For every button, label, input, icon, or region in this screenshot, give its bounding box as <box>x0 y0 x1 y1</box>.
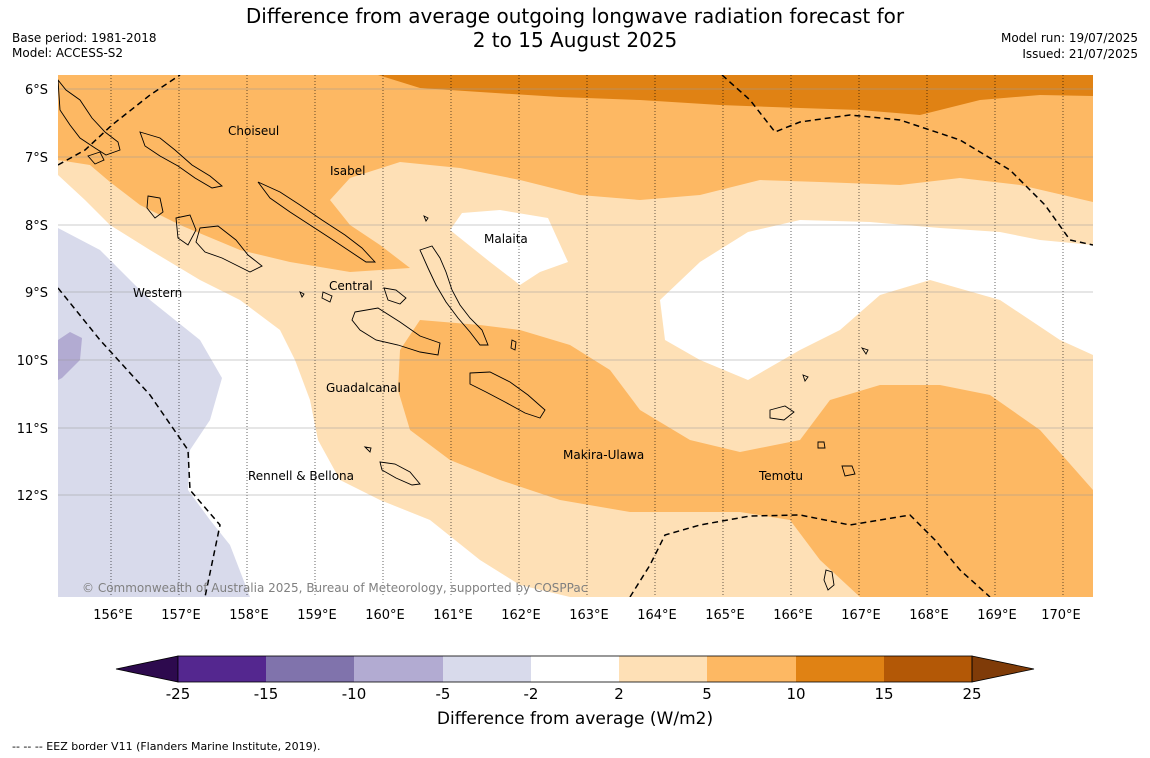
colorbar-tick: 25 <box>962 685 981 703</box>
lat-tick: 6°S <box>25 83 48 98</box>
colorbar-tick: -5 <box>436 685 451 703</box>
lon-tick: 166°E <box>773 608 813 623</box>
colorbar-segment <box>884 656 972 682</box>
colorbar-segment <box>707 656 796 682</box>
lon-tick: 157°E <box>161 608 201 623</box>
region-label-central: Central <box>329 279 373 293</box>
colorbar-extend-high <box>971 655 1035 683</box>
colorbar-segment <box>178 656 266 682</box>
colorbar-tick: 5 <box>702 685 712 703</box>
anomaly-neutral-malaita <box>450 210 568 285</box>
lat-tick: 11°S <box>17 422 48 437</box>
colorbar-segment <box>443 656 531 682</box>
model-run-label: Model run: 19/07/2025 <box>1000 31 1138 45</box>
colorbar-tick: 15 <box>874 685 893 703</box>
colorbar <box>115 655 1035 683</box>
colorbar-segment <box>796 656 884 682</box>
lon-tick: 156°E <box>93 608 133 623</box>
issued-label: Issued: 21/07/2025 <box>1022 47 1138 61</box>
eez-legend-note: -- -- -- EEZ border V11 (Flanders Marine… <box>12 740 321 753</box>
lat-tick: 7°S <box>25 151 48 166</box>
region-label-temotu: Temotu <box>758 469 803 483</box>
colorbar-tick: 2 <box>614 685 624 703</box>
colorbar-segment <box>619 656 707 682</box>
region-label-malaita: Malaita <box>484 232 528 246</box>
title-line-1: Difference from average outgoing longwav… <box>245 4 905 28</box>
base-period-label: Base period: 1981-2018 <box>12 31 157 45</box>
map-plot-area <box>58 75 1093 597</box>
lat-tick: 8°S <box>25 219 48 234</box>
colorbar-tick: -25 <box>166 685 191 703</box>
region-label-makira-ulawa: Makira-Ulawa <box>563 448 644 462</box>
colorbar-tick: -10 <box>342 685 367 703</box>
colorbar-label: Difference from average (W/m2) <box>436 709 714 729</box>
lon-tick: 170°E <box>1041 608 1081 623</box>
lon-tick: 165°E <box>705 608 745 623</box>
colorbar-tick: -2 <box>524 685 539 703</box>
region-label-rennell-bellona: Rennell & Bellona <box>248 469 354 483</box>
colorbar-tick: -15 <box>254 685 279 703</box>
longitude-axis: 156°E 157°E 158°E 159°E 160°E 161°E 162°… <box>93 608 1081 623</box>
lon-tick: 161°E <box>433 608 473 623</box>
colorbar-ticks: -25 -15 -10 -5 -2 2 5 10 15 25 <box>166 685 982 703</box>
anomaly-positive-south <box>398 320 1093 597</box>
lon-tick: 159°E <box>297 608 337 623</box>
map-title: Difference from average outgoing longwav… <box>0 4 1150 52</box>
lon-tick: 163°E <box>569 608 609 623</box>
lon-tick: 168°E <box>909 608 949 623</box>
colorbar-segment <box>266 656 354 682</box>
colorbar-segment <box>354 656 443 682</box>
anomaly-strong-north <box>378 75 1093 115</box>
lon-tick: 167°E <box>841 608 881 623</box>
anomaly-negative-area <box>58 228 250 597</box>
region-label-isabel: Isabel <box>330 164 365 178</box>
region-label-choiseul: Choiseul <box>228 124 279 138</box>
anomaly-positive-north <box>58 75 1093 272</box>
lon-tick: 164°E <box>637 608 677 623</box>
colorbar-frame <box>177 655 973 683</box>
anomaly-neutral-east <box>660 220 1093 380</box>
latitude-gridlines <box>58 88 1093 496</box>
lon-tick: 162°E <box>501 608 541 623</box>
lon-tick: 158°E <box>229 608 269 623</box>
lat-tick: 12°S <box>17 489 48 504</box>
latitude-axis: 6°S 7°S 8°S 9°S 10°S 11°S 12°S <box>17 83 48 504</box>
colorbar-tick: 10 <box>786 685 805 703</box>
lat-tick: 9°S <box>25 286 48 301</box>
model-label: Model: ACCESS-S2 <box>12 46 124 60</box>
title-line-2: 2 to 15 August 2025 <box>472 28 678 52</box>
eez-border <box>58 75 1093 597</box>
anomaly-negative-core <box>58 332 82 380</box>
lon-tick: 169°E <box>977 608 1017 623</box>
coastlines <box>58 79 869 591</box>
colorbar-segment <box>531 656 619 682</box>
longitude-gridlines <box>110 75 1064 597</box>
lon-tick: 160°E <box>365 608 405 623</box>
colorbar-extend-low <box>115 655 179 683</box>
region-label-guadalcanal: Guadalcanal <box>326 381 401 395</box>
lat-tick: 10°S <box>17 354 48 369</box>
region-label-western: Western <box>133 286 182 300</box>
copyright-notice: © Commonwealth of Australia 2025, Bureau… <box>82 581 587 595</box>
